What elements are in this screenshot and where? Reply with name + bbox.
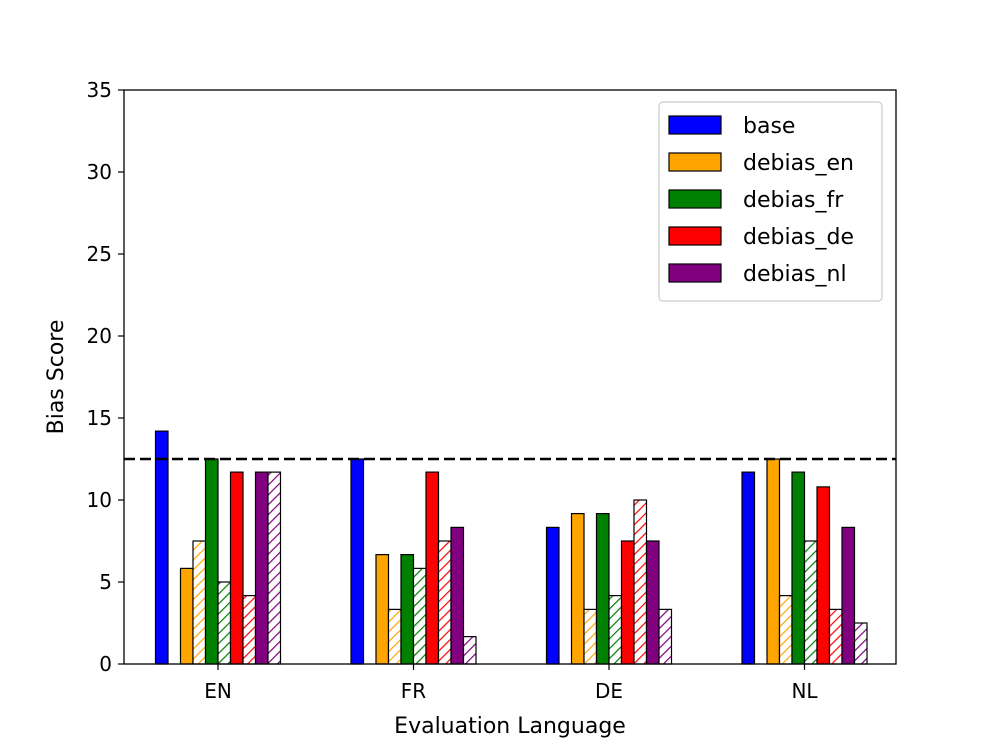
y-tick-label: 0 — [99, 652, 112, 676]
bar-base-FR — [350, 458, 365, 665]
y-tick-label: 35 — [87, 78, 112, 102]
legend-swatch-debias_en — [668, 152, 722, 172]
bar-hatched-debias_nl-FR — [462, 636, 477, 665]
bar-hatched-debias_de-FR — [437, 540, 452, 665]
bar-debias_fr-NL — [791, 471, 806, 665]
bar-debias_fr-EN — [204, 458, 219, 665]
bar-debias_en-EN — [179, 567, 194, 665]
legend-label-debias_en: debias_en — [743, 151, 854, 176]
legend-swatch-debias_nl — [668, 263, 722, 283]
bar-hatched-debias_de-NL — [828, 608, 843, 665]
bar-hatched-debias_en-FR — [387, 608, 402, 665]
x-tick-label: EN — [204, 679, 232, 703]
bar-base-DE — [545, 526, 560, 665]
legend-box — [658, 101, 883, 302]
y-axis-label: Bias Score — [44, 320, 69, 435]
x-tick-label: NL — [791, 679, 818, 703]
bar-debias_de-NL — [816, 486, 831, 665]
legend-swatch-base — [668, 115, 722, 135]
bar-hatched-debias_de-DE — [633, 499, 648, 665]
bar-hatched-debias_nl-NL — [853, 622, 868, 665]
bar-debias_en-FR — [375, 554, 390, 665]
bar-hatched-debias_en-DE — [583, 608, 598, 665]
bar-hatched-debias_fr-NL — [803, 540, 818, 665]
bar-base-EN — [154, 430, 169, 665]
bar-debias_fr-FR — [400, 554, 415, 665]
bar-hatched-debias_nl-DE — [658, 608, 673, 665]
bar-debias_nl-FR — [450, 526, 465, 665]
legend-label-debias_fr: debias_fr — [743, 188, 844, 213]
legend-label-base: base — [743, 114, 795, 139]
legend: base debias_en debias_fr debias_de debias_nl — [658, 101, 883, 302]
bar-hatched-debias_nl-EN — [267, 471, 282, 665]
legend-swatch-debias_de — [668, 226, 722, 246]
bar-debias_de-FR — [425, 471, 440, 665]
y-tick-label: 15 — [87, 406, 112, 430]
x-tick-label: FR — [401, 679, 427, 703]
plot-frame — [123, 89, 897, 665]
axes-layer: 0 5 10 15 20 25 30 35 EN FR DE NL Evaluation Languag… — [44, 78, 897, 739]
y-tick-label: 20 — [87, 324, 112, 348]
bar-hatched-debias_en-EN — [192, 540, 207, 665]
legend-label-debias_de: debias_de — [743, 225, 854, 250]
y-tick-label: 5 — [99, 570, 112, 594]
bars-layer — [124, 430, 896, 665]
bar-debias_en-DE — [570, 513, 585, 665]
bar-hatched-debias_en-NL — [778, 595, 793, 665]
x-tick-label: DE — [595, 679, 623, 703]
bar-debias_en-NL — [766, 458, 781, 665]
y-tick-label: 10 — [87, 488, 112, 512]
legend-label-debias_nl: debias_nl — [743, 262, 847, 287]
bar-debias_de-DE — [620, 540, 635, 665]
bar-debias_nl-DE — [645, 540, 660, 665]
bar-debias_nl-NL — [841, 526, 856, 665]
y-tick-label: 25 — [87, 242, 112, 266]
y-tick-label: 30 — [87, 160, 112, 184]
bar-base-NL — [741, 471, 756, 665]
bar-debias_nl-EN — [254, 471, 269, 665]
bar-debias_de-EN — [229, 471, 244, 665]
x-axis-label: Evaluation Language — [394, 714, 626, 739]
bar-debias_fr-DE — [595, 513, 610, 665]
bar-hatched-debias_fr-FR — [412, 567, 427, 665]
bar-hatched-debias_fr-EN — [217, 581, 232, 665]
legend-swatch-debias_fr — [668, 189, 722, 209]
bar-hatched-debias_de-EN — [242, 595, 257, 665]
bar-hatched-debias_fr-DE — [608, 595, 623, 665]
